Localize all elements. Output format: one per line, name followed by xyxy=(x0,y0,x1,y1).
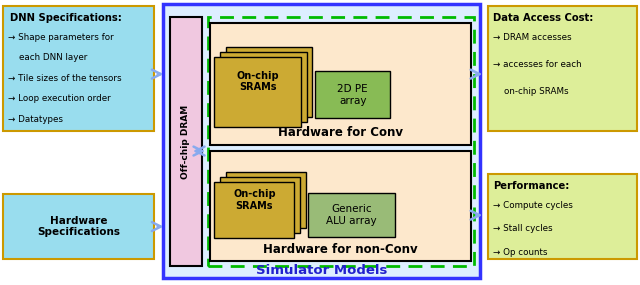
Text: → Tile sizes of the tensors: → Tile sizes of the tensors xyxy=(8,74,122,83)
Text: Off-chip DRAM: Off-chip DRAM xyxy=(181,105,190,179)
Text: Hardware
Specifications: Hardware Specifications xyxy=(37,216,120,237)
Text: Generic
ALU array: Generic ALU array xyxy=(326,204,377,226)
Text: Hardware for Conv: Hardware for Conv xyxy=(278,126,403,139)
Bar xyxy=(220,52,307,122)
Text: Hardware for non-Conv: Hardware for non-Conv xyxy=(263,243,418,256)
Text: each DNN layer: each DNN layer xyxy=(8,53,88,62)
Bar xyxy=(226,47,312,117)
Bar xyxy=(208,17,474,266)
Text: → Shape parameters for: → Shape parameters for xyxy=(8,33,114,42)
Text: → Loop execution order: → Loop execution order xyxy=(8,94,111,103)
Bar xyxy=(226,172,306,228)
Text: → Stall cycles: → Stall cycles xyxy=(493,224,552,233)
Bar xyxy=(210,151,471,261)
Bar xyxy=(3,194,154,259)
Bar xyxy=(488,6,637,131)
Text: DNN Specifications:: DNN Specifications: xyxy=(10,13,122,23)
Text: → Compute cycles: → Compute cycles xyxy=(493,201,573,210)
Bar xyxy=(163,4,480,278)
Text: On-chip
SRAMs: On-chip SRAMs xyxy=(233,189,276,211)
Bar xyxy=(220,177,300,233)
Bar xyxy=(214,57,301,127)
Text: Data Access Cost:: Data Access Cost: xyxy=(493,13,593,23)
Text: Performance:: Performance: xyxy=(493,181,569,191)
Bar xyxy=(488,174,637,259)
Text: → Op counts: → Op counts xyxy=(493,248,547,257)
Text: → accesses for each: → accesses for each xyxy=(493,60,581,69)
Bar xyxy=(315,71,390,118)
Text: → Datatypes: → Datatypes xyxy=(8,115,63,124)
Text: → DRAM accesses: → DRAM accesses xyxy=(493,33,572,42)
Text: On-chip
SRAMs: On-chip SRAMs xyxy=(236,71,279,92)
Bar xyxy=(308,193,395,237)
Bar xyxy=(214,182,294,238)
Bar xyxy=(170,17,202,266)
Bar xyxy=(210,23,471,145)
Text: 2D PE
array: 2D PE array xyxy=(337,84,368,105)
Text: on-chip SRAMs: on-chip SRAMs xyxy=(493,87,568,96)
Bar xyxy=(3,6,154,131)
Text: Simulator Models: Simulator Models xyxy=(256,264,388,277)
